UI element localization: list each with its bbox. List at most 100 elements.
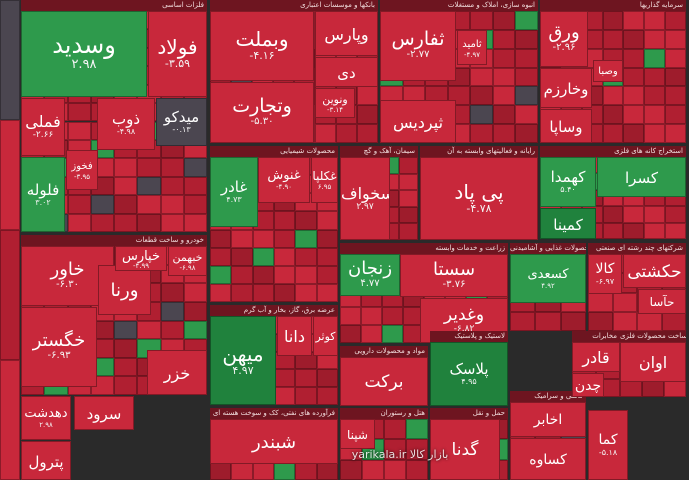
- minor-stock-tile[interactable]: [252, 265, 274, 284]
- sector-header[interactable]: سرمایه گذاریها: [540, 0, 686, 11]
- minor-stock-tile[interactable]: [623, 124, 645, 143]
- stock-tile[interactable]: شبندر: [210, 419, 338, 464]
- minor-stock-tile[interactable]: [470, 124, 493, 143]
- stock-tile[interactable]: قادر: [572, 342, 620, 372]
- minor-stock-tile[interactable]: [470, 67, 493, 87]
- stock-tile[interactable]: وتجارت -۵.۳۰: [210, 82, 314, 143]
- minor-stock-tile[interactable]: [114, 376, 138, 395]
- stock-tile[interactable]: کمینا: [540, 208, 596, 239]
- stock-tile[interactable]: خزر: [147, 350, 207, 395]
- minor-stock-tile[interactable]: [90, 213, 114, 232]
- sector-header[interactable]: حمل و نقل: [430, 408, 508, 419]
- minor-stock-tile[interactable]: [316, 229, 338, 248]
- sector-header[interactable]: هتل و رستوران: [340, 408, 428, 419]
- stock-tile[interactable]: حکشتی: [623, 254, 686, 288]
- minor-stock-tile[interactable]: [183, 158, 207, 177]
- sector-header[interactable]: محصولات شیمیایی: [210, 146, 338, 157]
- minor-stock-tile[interactable]: [623, 206, 645, 223]
- stock-tile[interactable]: زنجان ۴.۷۷: [340, 254, 400, 296]
- minor-stock-tile[interactable]: [114, 357, 138, 377]
- minor-stock-tile[interactable]: [515, 67, 538, 87]
- stock-tile[interactable]: شپنا: [340, 419, 375, 449]
- minor-stock-tile[interactable]: [274, 387, 296, 405]
- minor-stock-tile[interactable]: [336, 124, 357, 143]
- minor-stock-tile[interactable]: [160, 213, 184, 232]
- minor-stock-tile[interactable]: [361, 325, 382, 343]
- minor-stock-tile[interactable]: [406, 439, 428, 460]
- minor-stock-tile[interactable]: [623, 11, 645, 30]
- stock-tile[interactable]: کوثر: [313, 316, 338, 356]
- sector-header[interactable]: مواد و محصولات دارویی: [340, 346, 428, 357]
- stock-tile[interactable]: وساپا: [540, 109, 592, 143]
- stock-tile[interactable]: وصبا: [593, 60, 623, 82]
- minor-stock-tile[interactable]: [183, 195, 207, 214]
- sector-header[interactable]: زراعت و خدمات وابسته: [340, 243, 508, 254]
- minor-stock-tile[interactable]: [183, 301, 207, 321]
- stock-tile[interactable]: وسدید ۲.۹۸: [21, 11, 147, 97]
- minor-stock-tile[interactable]: [515, 124, 538, 143]
- minor-stock-tile[interactable]: [160, 320, 184, 340]
- minor-stock-tile[interactable]: [406, 419, 428, 440]
- minor-stock-tile[interactable]: [183, 213, 207, 232]
- minor-stock-tile[interactable]: [137, 195, 161, 214]
- minor-stock-tile[interactable]: [274, 247, 296, 266]
- stock-tile[interactable]: کهمدا ۵.۴۰: [540, 157, 596, 207]
- minor-stock-tile[interactable]: [274, 265, 296, 284]
- minor-stock-tile[interactable]: [114, 339, 138, 358]
- minor-stock-tile[interactable]: [661, 311, 686, 331]
- stock-tile[interactable]: سخواف ۲.۹۷: [340, 157, 390, 240]
- minor-stock-tile[interactable]: [665, 222, 686, 239]
- stock-tile[interactable]: غنوش -۴.۹۰: [258, 157, 310, 203]
- minor-stock-tile[interactable]: [316, 283, 338, 302]
- minor-stock-tile[interactable]: [665, 86, 686, 106]
- minor-stock-tile[interactable]: [602, 124, 624, 143]
- minor-stock-tile[interactable]: [160, 283, 184, 302]
- minor-stock-tile[interactable]: [160, 195, 184, 214]
- sector-header[interactable]: لاستیک و پلاستیک: [430, 331, 508, 342]
- minor-stock-tile[interactable]: [114, 158, 138, 177]
- minor-stock-tile[interactable]: [535, 311, 561, 331]
- minor-stock-tile[interactable]: [492, 11, 516, 30]
- stock-tile[interactable]: دی: [315, 57, 378, 87]
- minor-stock-tile[interactable]: [644, 86, 666, 106]
- minor-stock-tile[interactable]: [492, 67, 516, 87]
- minor-stock-tile[interactable]: [357, 124, 378, 143]
- minor-stock-tile[interactable]: [665, 67, 686, 87]
- sector-header[interactable]: محصولات غذایی و آشامیدنی: [510, 243, 586, 254]
- minor-stock-tile[interactable]: [0, 0, 20, 120]
- minor-stock-tile[interactable]: [665, 48, 686, 68]
- minor-stock-tile[interactable]: [295, 283, 317, 302]
- minor-stock-tile[interactable]: [560, 311, 586, 331]
- sector-header[interactable]: رایانه و فعالیتهای وابسته به آن: [420, 146, 538, 157]
- minor-stock-tile[interactable]: [398, 190, 418, 207]
- sector-header[interactable]: سیمان، آهک و گچ: [340, 146, 418, 157]
- stock-tile[interactable]: اخابر: [510, 402, 586, 437]
- minor-stock-tile[interactable]: [644, 105, 666, 125]
- minor-stock-tile[interactable]: [665, 11, 686, 30]
- minor-stock-tile[interactable]: [515, 48, 538, 68]
- stock-tile[interactable]: فخوز -۳.۹۵: [66, 150, 98, 190]
- minor-stock-tile[interactable]: [602, 222, 624, 239]
- minor-stock-tile[interactable]: [602, 86, 624, 106]
- minor-stock-tile[interactable]: [114, 195, 138, 214]
- stock-tile[interactable]: پی پاد -۴.۷۸: [420, 157, 538, 240]
- stock-tile[interactable]: کساوه: [510, 438, 586, 480]
- sector-header[interactable]: فرآورده های نفتی، کک و سوخت هسته ای: [210, 408, 338, 419]
- stock-tile[interactable]: ورنا: [98, 265, 151, 315]
- minor-stock-tile[interactable]: [644, 29, 666, 49]
- minor-stock-tile[interactable]: [160, 176, 184, 196]
- minor-stock-tile[interactable]: [515, 29, 538, 49]
- sector-header[interactable]: ساخت محصولات فلزی: [620, 331, 686, 342]
- minor-stock-tile[interactable]: [357, 86, 378, 106]
- minor-stock-tile[interactable]: [295, 369, 317, 388]
- minor-stock-tile[interactable]: [67, 121, 91, 140]
- minor-stock-tile[interactable]: [665, 206, 686, 223]
- minor-stock-tile[interactable]: [316, 369, 338, 388]
- minor-stock-tile[interactable]: [470, 105, 493, 125]
- sector-header[interactable]: خودرو و ساخت قطعات: [21, 235, 207, 246]
- minor-stock-tile[interactable]: [137, 158, 161, 177]
- minor-stock-tile[interactable]: [362, 459, 384, 480]
- minor-stock-tile[interactable]: [67, 213, 91, 232]
- stock-tile[interactable]: چدن: [572, 373, 604, 397]
- minor-stock-tile[interactable]: [274, 369, 296, 388]
